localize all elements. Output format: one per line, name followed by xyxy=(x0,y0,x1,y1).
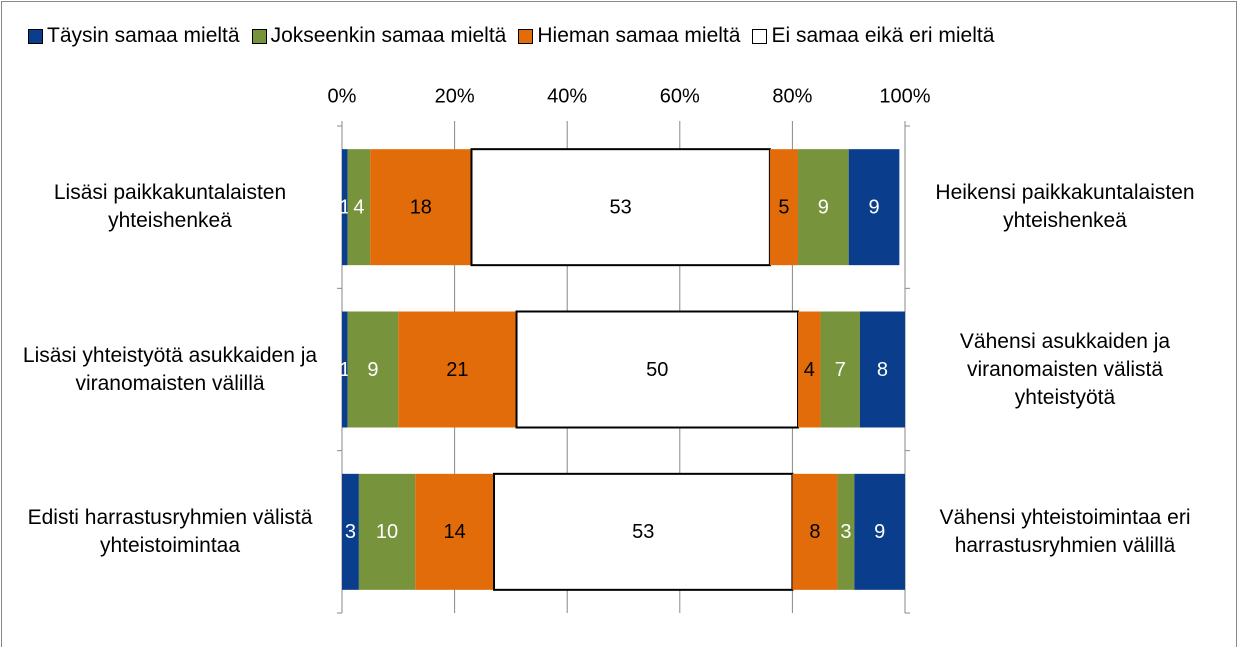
legend: Täysin samaa mieltä Jokseenkin samaa miel… xyxy=(28,24,994,48)
data-label: 18 xyxy=(410,196,432,218)
data-label: 4 xyxy=(353,196,364,218)
data-label: 9 xyxy=(367,359,378,381)
x-tick-label: 40% xyxy=(547,85,587,107)
right-label: Vähensi yhteistoimintaa eri harrastusryh… xyxy=(939,505,1191,557)
bar-segment xyxy=(837,473,855,590)
data-label: 9 xyxy=(868,196,879,218)
bar-segment xyxy=(515,310,800,429)
bar-segment xyxy=(347,149,371,266)
bar-segment xyxy=(820,311,860,428)
right-label: Heikensi paikkakuntalaisten yhteishenkeä xyxy=(935,181,1195,233)
bar-segment xyxy=(493,472,794,591)
data-label: 1 xyxy=(339,196,350,218)
legend-swatch xyxy=(28,28,43,44)
bar-segment xyxy=(769,149,799,266)
legend-item: Ei samaa eikä eri mieltä xyxy=(752,24,994,48)
data-label: 3 xyxy=(840,521,851,543)
data-label: 53 xyxy=(632,521,654,543)
bar-segment xyxy=(347,311,399,428)
x-tick-label: 80% xyxy=(772,85,812,107)
bar-segment xyxy=(798,311,821,428)
data-label: 10 xyxy=(376,521,398,543)
bar-segment xyxy=(342,311,348,428)
bar-segment xyxy=(342,149,348,266)
data-label: 9 xyxy=(874,521,885,543)
bar-segment xyxy=(792,473,838,590)
bar-segment xyxy=(370,149,472,266)
bar-segment xyxy=(798,149,849,266)
bar-segment xyxy=(398,311,517,428)
legend-swatch xyxy=(518,28,534,44)
x-tick-label: 0% xyxy=(328,85,357,107)
legend-label: Jokseenkin samaa mieltä xyxy=(270,24,507,47)
bar-segment xyxy=(848,149,900,266)
data-label: 1 xyxy=(339,359,350,381)
x-tick-label: 60% xyxy=(660,85,700,107)
legend-item: Jokseenkin samaa mieltä xyxy=(251,24,507,48)
data-label: 5 xyxy=(778,196,789,218)
data-label: 8 xyxy=(809,521,820,543)
category-label: Lisäsi paikkakuntalaisten yhteishenkeä xyxy=(53,181,287,233)
bar-segment xyxy=(415,473,495,590)
data-label: 3 xyxy=(345,521,356,543)
legend-label: Ei samaa eikä eri mieltä xyxy=(771,24,995,47)
data-label: 4 xyxy=(804,359,815,381)
data-label: 21 xyxy=(446,359,468,381)
category-label: Lisäsi yhteistyötä asukkaiden ja viranom… xyxy=(22,343,318,395)
data-label: 8 xyxy=(877,359,888,381)
legend-swatch xyxy=(752,28,768,44)
category-label: Edisti harrastusryhmien välistä yhteisto… xyxy=(27,505,313,557)
data-label: 7 xyxy=(835,359,846,381)
bar-segment xyxy=(358,473,416,590)
data-label: 50 xyxy=(646,359,668,381)
data-label: 14 xyxy=(443,521,465,543)
data-label: 53 xyxy=(610,196,632,218)
legend-swatch xyxy=(251,28,267,44)
x-tick-label: 20% xyxy=(435,85,475,107)
legend-item: Täysin samaa mieltä xyxy=(28,24,240,48)
data-label: 9 xyxy=(818,196,829,218)
legend-label: Hieman samaa mieltä xyxy=(537,24,741,47)
x-tick-label: 100% xyxy=(879,85,930,107)
bar-segment xyxy=(854,473,905,590)
legend-item: Hieman samaa mieltä xyxy=(518,24,740,48)
bar-segment xyxy=(859,311,905,428)
bar-segment xyxy=(342,473,359,590)
legend-label: Täysin samaa mieltä xyxy=(47,24,240,47)
bar-segment xyxy=(470,148,771,267)
right-label: Vähensi asukkaiden ja viranomaisten väli… xyxy=(959,329,1171,409)
